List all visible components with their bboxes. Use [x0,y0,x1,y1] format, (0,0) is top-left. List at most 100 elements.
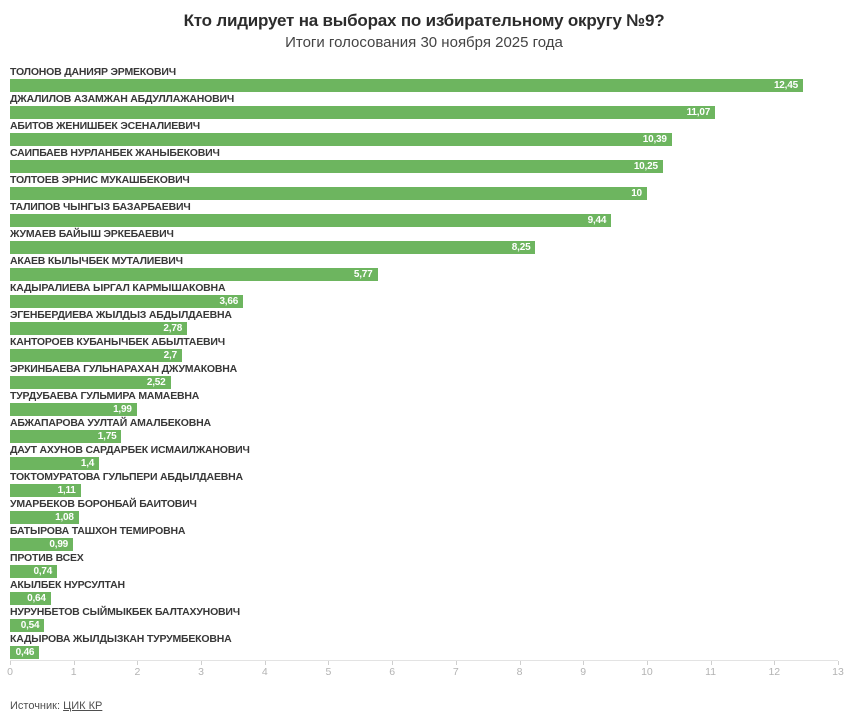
chart-header: Кто лидирует на выборах по избирательном… [10,10,838,53]
bar-track: 1,99 [10,403,838,416]
tick-mark [73,661,75,665]
bar-row: КАДЫРАЛИЕВА ЫРГАЛ КАРМЫШАКОВНА 3,66 [10,282,838,309]
result-bar: 11,07 [10,106,716,119]
tick-mark [328,661,330,665]
candidate-name: АБИТОВ ЖЕНИШБЕК ЭСЕНАЛИЕВИЧ [10,120,200,132]
result-bar: 10,25 [10,160,663,173]
bar-track: 0,64 [10,592,838,605]
result-bar: 3,66 [10,295,244,308]
tick-label: 7 [452,666,459,678]
bar-track: 1,11 [10,484,838,497]
bar-value-label: 1,4 [80,458,95,469]
bar-track: 10,39 [10,133,838,146]
tick-mark [264,661,266,665]
candidate-name: УМАРБЕКОВ БОРОНБАЙ БАИТОВИЧ [10,498,197,510]
bar-track: 5,77 [10,268,838,281]
chart-subtitle: Итоги голосования 30 ноября 2025 года [285,34,563,51]
result-bar: 12,45 [10,79,803,92]
tick-label: 4 [261,666,268,678]
bar-track: 1,08 [10,511,838,524]
candidate-name: ЖУМАЕВ БАЙЫШ ЭРКЕБАЕВИЧ [10,228,174,240]
bar-track: 0,99 [10,538,838,551]
tick-mark [838,661,839,665]
bar-track: 0,54 [10,619,838,632]
bar-value-label: 1,75 [97,431,117,442]
candidate-name: АКЫЛБЕК НУРСУЛТАН [10,579,125,591]
tick-mark [10,661,11,665]
result-bar: 1,75 [10,430,122,443]
candidate-name: ТОКТОМУРАТОВА ГУЛЬПЕРИ АБДЫЛДАЕВНА [10,471,243,483]
result-bar: 1,99 [10,403,137,416]
bar-track: 8,25 [10,241,838,254]
candidate-name: ТОЛОНОВ ДАНИЯР ЭРМЕКОВИЧ [10,66,176,78]
chart-page: Кто лидирует на выборах по избирательном… [7,10,844,678]
bar-row: АБЖАПАРОВА УУЛТАЙ АМАЛБЕКОВНА 1,75 [10,417,838,444]
bar-value-label: 3,66 [219,296,239,307]
bar-value-label: 12,45 [773,80,798,91]
result-bar: 0,46 [10,646,40,659]
candidate-name: АКАЕВ КЫЛЫЧБЕК МУТАЛИЕВИЧ [10,255,183,267]
result-bar: 8,25 [10,241,536,254]
tick-mark [392,661,394,665]
result-bar: 1,08 [10,511,79,524]
bar-value-label: 2,52 [146,377,166,388]
bar-row: ТОЛТОЕВ ЭРНИС МУКАШБЕКОВИЧ 10 [10,174,838,201]
source-link[interactable]: ЦИК КР [63,700,103,712]
candidate-name: САИПБАЕВ НУРЛАНБЕК ЖАНЫБЕКОВИЧ [10,147,220,159]
bar-value-label: 0,54 [20,620,40,631]
bar-track: 1,4 [10,457,838,470]
bar-value-label: 1,11 [57,485,76,496]
bar-row: КАДЫРОВА ЖЫЛДЫЗКАН ТУРУМБЕКОВНА 0,46 [10,633,838,660]
bar-value-label: 10 [631,188,642,199]
tick-mark [646,661,648,665]
tick-mark [455,661,457,665]
candidate-name: КАДЫРАЛИЕВА ЫРГАЛ КАРМЫШАКОВНА [10,282,226,294]
candidate-name: БАТЫРОВА ТАШХОН ТЕМИРОВНА [10,525,186,537]
bar-row: ДАУТ АХУНОВ САРДАРБЕК ИСМАИЛЖАНОВИЧ 1,4 [10,444,838,471]
tick-label: 6 [389,666,396,678]
candidate-name: ТАЛИПОВ ЧЫНГЫЗ БАЗАРБАЕВИЧ [10,201,191,213]
bar-value-label: 5,77 [353,269,373,280]
bar-track: 2,78 [10,322,838,335]
result-bar: 2,7 [10,349,182,362]
bar-value-label: 2,7 [163,350,178,361]
source-note: Источник: ЦИК КР [10,700,102,712]
bar-row: АКЫЛБЕК НУРСУЛТАН 0,64 [10,579,838,606]
bar-value-label: 1,99 [113,404,132,415]
bar-value-label: 0,64 [27,593,46,604]
bar-track: 11,07 [10,106,838,119]
tick-mark [710,661,712,665]
bar-row: АБИТОВ ЖЕНИШБЕК ЭСЕНАЛИЕВИЧ 10,39 [10,120,838,147]
bar-track: 10 [10,187,838,200]
tick-label: 3 [198,666,204,678]
bar-value-label: 0,74 [33,566,53,577]
bar-value-label: 0,99 [49,539,69,550]
bar-row: ТОКТОМУРАТОВА ГУЛЬПЕРИ АБДЫЛДАЕВНА 1,11 [10,471,838,498]
result-bar: 0,54 [10,619,45,632]
bar-track: 3,66 [10,295,838,308]
bar-value-label: 1,08 [55,512,74,523]
bar-value-label: 10,25 [633,161,658,172]
candidate-name: ЭГЕНБЕРДИЕВА ЖЫЛДЫЗ АБДЫЛДАЕВНА [10,309,232,321]
bar-value-label: 11,07 [686,107,711,118]
tick-mark [137,661,139,665]
bar-row: ДЖАЛИЛОВ АЗАМЖАН АБДУЛЛАЖАНОВИЧ 11,07 [10,93,838,120]
candidate-name: КАДЫРОВА ЖЫЛДЫЗКАН ТУРУМБЕКОВНА [10,633,232,645]
candidate-name: ЭРКИНБАЕВА ГУЛЬНАРАХАН ДЖУМАКОВНА [10,363,238,375]
result-bar: 1,11 [10,484,81,497]
bar-track: 0,74 [10,565,838,578]
chart-title: Кто лидирует на выборах по избирательном… [183,11,665,30]
bar-row: УМАРБЕКОВ БОРОНБАЙ БАИТОВИЧ 1,08 [10,498,838,525]
bar-track: 0,46 [10,646,838,659]
tick-label: 1 [70,666,77,678]
tick-mark [519,661,521,665]
tick-label: 10 [641,666,653,678]
result-bar: 0,74 [10,565,58,578]
bar-rows: ТОЛОНОВ ДАНИЯР ЭРМЕКОВИЧ 12,45 ДЖАЛИЛОВ АЗ… [10,66,838,660]
tick-mark [774,661,776,665]
result-bar: 2,78 [10,322,188,335]
tick-label: 2 [134,666,141,678]
bar-track: 2,7 [10,349,838,362]
tick-label: 12 [768,666,781,678]
bar-row: АКАЕВ КЫЛЫЧБЕК МУТАЛИЕВИЧ 5,77 [10,255,838,282]
